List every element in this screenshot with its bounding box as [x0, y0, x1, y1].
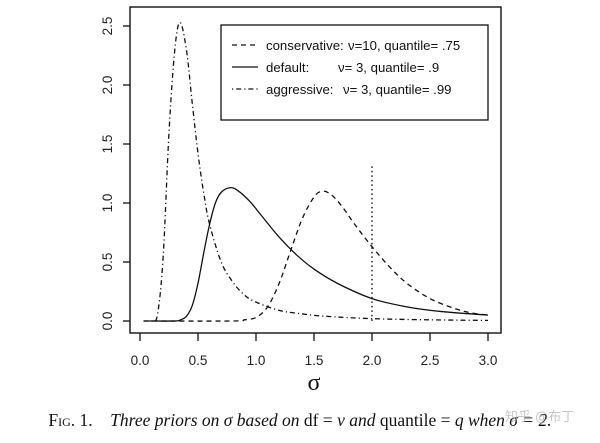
legend-params-default: ν= 3, quantile= .9 — [338, 60, 439, 75]
y-tick-label: 1.5 — [100, 135, 115, 154]
x-axis-label: σ — [308, 370, 321, 396]
watermark: 知乎 @布丁 — [505, 410, 575, 425]
curve-default — [143, 187, 489, 322]
x-tick-label: 1.0 — [247, 353, 266, 368]
legend-label-default: default: — [266, 60, 309, 75]
y-tick-label: 2.0 — [100, 76, 115, 95]
legend-label-aggressive: aggressive: — [266, 82, 333, 97]
curve-aggressive — [151, 21, 489, 323]
x-tick-label: 1.5 — [305, 353, 324, 368]
x-tick-label: 0.5 — [189, 353, 208, 368]
figure-label: Fig. 1. — [48, 410, 93, 430]
y-tick-label: 0.0 — [100, 312, 115, 331]
x-tick-label: 3.0 — [479, 353, 498, 368]
legend: conservative: ν=10, quantile= .75 default:… — [220, 24, 489, 121]
y-tick-label: 0.5 — [100, 253, 115, 272]
legend-params-aggressive: ν= 3, quantile= .99 — [343, 82, 452, 97]
x-axis: 0.0 0.5 1.0 1.5 2.0 2.5 3.0 — [131, 333, 498, 368]
y-tick-label: 1.0 — [100, 194, 115, 213]
plot-frame — [129, 6, 502, 334]
figure-caption: Fig. 1. Three priors on σ based on df = … — [48, 410, 552, 430]
y-tick-label: 2.5 — [100, 17, 115, 36]
x-tick-label: 2.5 — [421, 353, 440, 368]
density-curves — [143, 21, 489, 323]
x-tick-label: 2.0 — [363, 353, 382, 368]
x-tick-label: 0.0 — [131, 353, 150, 368]
legend-label-conservative: conservative: — [266, 38, 344, 53]
density-chart: 0.0 0.5 1.0 1.5 2.0 2.5 0.0 0.5 1.0 1.5 2.0 2.5 3.0… — [100, 6, 502, 396]
curve-conservative — [143, 190, 489, 322]
legend-params-conservative: ν=10, quantile= .75 — [348, 38, 460, 53]
y-axis: 0.0 0.5 1.0 1.5 2.0 2.5 — [100, 17, 130, 331]
